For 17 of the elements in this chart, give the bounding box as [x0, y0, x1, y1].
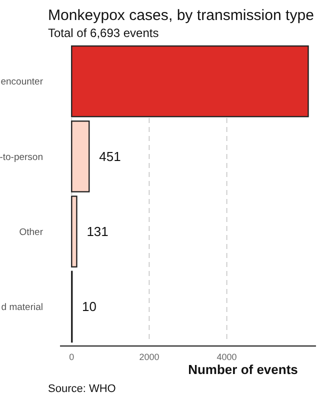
source-note: Source: WHO [48, 383, 116, 395]
chart-title: Monkeypox cases, by transmission type [48, 7, 314, 24]
chart-subtitle: Total of 6,693 events [48, 26, 159, 40]
data-label: 131 [86, 224, 108, 240]
data-label: 10 [82, 299, 96, 314]
data-label: 451 [99, 148, 121, 164]
bar [71, 45, 309, 118]
x-axis-title: Number of events [188, 362, 298, 377]
x-tick-label: 2000 [139, 352, 160, 362]
y-tick-label: encounter [0, 76, 43, 88]
y-tick-label: Other [19, 226, 43, 238]
y-tick-label: -to-person [0, 152, 43, 163]
bar [71, 120, 90, 192]
x-tick-label: 4000 [216, 352, 237, 362]
x-tick-label: 0 [69, 352, 74, 362]
bar [71, 196, 78, 268]
y-tick-label: d material [1, 302, 43, 314]
